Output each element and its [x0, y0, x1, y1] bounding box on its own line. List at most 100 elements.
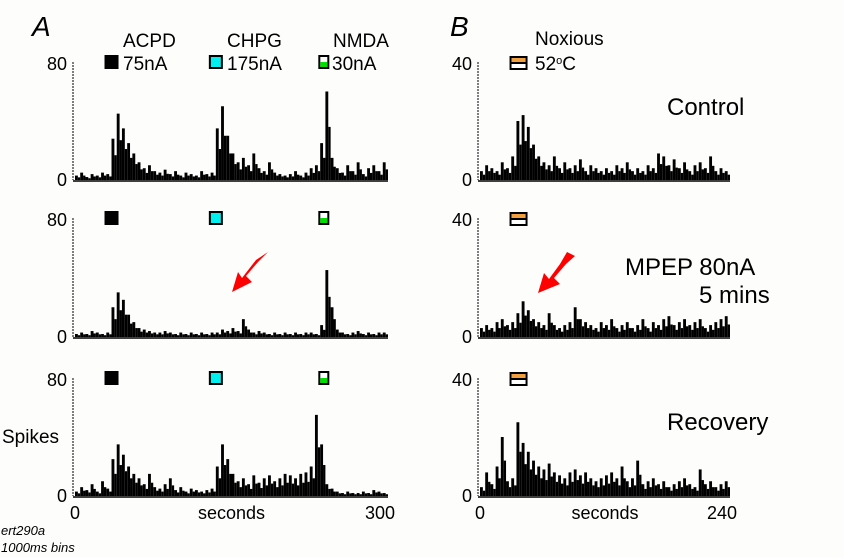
nmda-marker-fill: [320, 62, 328, 67]
histogram-bar: [615, 328, 619, 337]
histogram-bar: [343, 334, 347, 337]
histogram-bar: [276, 487, 279, 496]
histogram-bar: [380, 493, 383, 496]
histogram-bar: [111, 307, 115, 337]
histogram-bar: [675, 167, 678, 180]
histogram-bar: [514, 165, 517, 180]
histogram-bar: [351, 171, 355, 180]
histogram-bar: [709, 481, 713, 496]
histogram-bar: [192, 491, 195, 496]
histogram-bar: [532, 460, 535, 496]
histogram-bar: [341, 172, 344, 180]
histogram-bar: [521, 115, 525, 180]
histogram-bar: [370, 172, 373, 180]
histogram-bar: [581, 326, 585, 337]
y-tick-label: 0: [462, 327, 472, 347]
histogram-bar: [649, 487, 652, 496]
histogram-bar: [250, 332, 253, 337]
legend-noxious-dose: 52oC: [535, 54, 576, 75]
histogram-bar: [359, 333, 362, 337]
histogram-bar: [701, 326, 704, 337]
histogram-bar: [651, 168, 655, 180]
histogram-bar: [130, 323, 133, 337]
histogram-bar: [189, 174, 193, 180]
histogram-bar: [229, 333, 232, 337]
histogram-bar: [573, 307, 577, 337]
histogram-bar: [265, 174, 269, 180]
histogram-bar: [349, 493, 352, 496]
histogram-bar: [150, 482, 154, 496]
histogram-bar: [610, 472, 614, 496]
histogram-bar: [662, 156, 666, 180]
histogram-bar: [568, 472, 572, 496]
histogram-bar: [90, 484, 94, 496]
histogram-bar: [605, 168, 608, 180]
histogram-bar: [338, 172, 342, 180]
histogram-bar: [153, 487, 157, 496]
histogram-bar: [587, 481, 590, 496]
histogram-bar: [380, 174, 383, 180]
histogram-bar: [215, 466, 219, 496]
histogram-bar: [299, 473, 303, 496]
noxious-marker-fill: [511, 374, 526, 378]
histogram-bar: [537, 322, 541, 337]
histogram-bar: [597, 487, 600, 496]
histogram-bar: [270, 169, 274, 180]
histogram-bar: [286, 482, 289, 496]
histogram-bar: [231, 328, 235, 337]
legend-acpd-dose: 75nA: [123, 54, 168, 75]
histogram-bar: [552, 325, 556, 337]
histogram-bar: [644, 488, 647, 496]
histogram-bar: [103, 335, 107, 337]
histogram-bar: [526, 451, 530, 496]
histogram-bar: [364, 493, 368, 496]
histogram-bar: [200, 491, 204, 496]
histogram-bar: [665, 487, 668, 496]
histogram-bar: [278, 174, 282, 180]
histogram-bar: [257, 168, 261, 180]
histogram-bar: [542, 325, 546, 337]
histogram-bar: [566, 169, 569, 180]
histogram-bar: [506, 481, 509, 496]
histogram-bar: [145, 332, 149, 337]
histogram-bar: [291, 176, 295, 180]
histogram-bar: [184, 491, 188, 496]
histogram-bar: [636, 325, 640, 337]
histogram-bar: [312, 478, 315, 496]
histogram-bar: [727, 324, 730, 337]
histogram-bar: [571, 172, 574, 180]
histogram-bar: [717, 490, 720, 496]
histogram-bar: [145, 488, 149, 496]
x-tick-label: 0: [70, 503, 80, 523]
histogram-bar: [558, 328, 561, 337]
histogram-bar: [304, 172, 308, 180]
histogram-bar: [83, 334, 86, 337]
histogram-bar: [698, 469, 702, 496]
histogram-bar: [218, 478, 222, 496]
histogram-bar: [372, 334, 376, 337]
histogram-bar: [296, 334, 300, 337]
histogram-bar: [566, 329, 569, 337]
histogram-bar: [550, 476, 553, 496]
y-tick-label: 0: [57, 486, 67, 506]
histogram-bar: [116, 292, 120, 337]
histogram-bar: [153, 171, 157, 180]
histogram-bar: [683, 162, 686, 180]
histogram-bar: [677, 168, 681, 180]
histogram-bar: [135, 482, 138, 496]
histogram-bar: [615, 478, 619, 496]
histogram-bar: [179, 175, 183, 180]
histogram-bar: [701, 169, 704, 180]
histogram-bar: [589, 165, 593, 180]
histogram-bar: [304, 472, 308, 496]
histogram-bar: [168, 478, 172, 496]
histogram-bar: [356, 331, 360, 337]
histogram-bar: [215, 332, 219, 337]
histogram-bar: [540, 478, 543, 496]
histogram-bar: [490, 484, 494, 496]
histogram-bar: [354, 494, 357, 496]
histogram-bar: [210, 332, 214, 337]
histogram-bar: [480, 171, 483, 180]
y-axis-label: Spikes: [2, 427, 59, 448]
histogram-bar: [670, 171, 673, 180]
